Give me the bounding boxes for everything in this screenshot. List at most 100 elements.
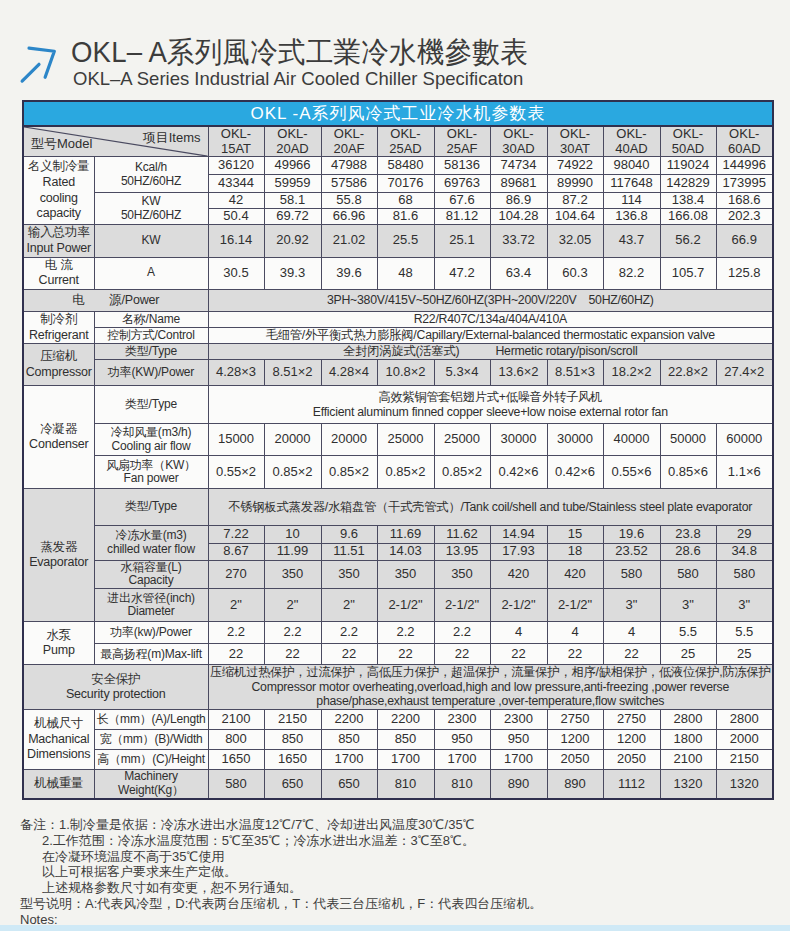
spec-value: 2750 bbox=[547, 710, 603, 730]
row-item: 类型/Type bbox=[94, 344, 208, 360]
row-category: 安全保护Security protection bbox=[23, 665, 208, 710]
note-line: 以上可根据客户要求来生产定做。 bbox=[20, 864, 542, 880]
spec-value: 117648 bbox=[603, 175, 660, 193]
spec-value: 650 bbox=[264, 770, 321, 799]
spec-value: 580 bbox=[660, 560, 716, 589]
spec-value: 20.92 bbox=[264, 225, 321, 257]
spec-value: 74734 bbox=[490, 157, 547, 175]
spec-value: 2.2 bbox=[321, 622, 377, 644]
model-header: OKL-15AT bbox=[208, 126, 264, 157]
spec-value: 2100 bbox=[208, 710, 264, 730]
spec-value: 2050 bbox=[547, 750, 603, 770]
spec-value: 25000 bbox=[434, 424, 490, 456]
spec-value: 50000 bbox=[660, 424, 716, 456]
spec-value: 28.6 bbox=[660, 543, 716, 560]
spec-value: 36120 bbox=[208, 157, 264, 175]
corner-items-label: 项目Items bbox=[143, 131, 201, 146]
spec-value: 2-1/2" bbox=[490, 589, 547, 622]
corner-header: 型号Model 项目Items bbox=[23, 126, 208, 157]
spec-value: 2-1/2" bbox=[547, 589, 603, 622]
spec-value: 2.2 bbox=[377, 622, 434, 644]
spec-value: 8.51×3 bbox=[547, 360, 603, 386]
spec-value: 22 bbox=[547, 644, 603, 665]
spec-value: 39.6 bbox=[321, 257, 377, 289]
arrow-up-right-icon bbox=[16, 37, 62, 87]
spec-value: 8.51×2 bbox=[264, 360, 321, 386]
row-item: KW bbox=[94, 225, 208, 257]
spec-value: 25 bbox=[716, 644, 773, 665]
spec-value: 810 bbox=[434, 770, 490, 799]
table-caption: OKL -A系列风冷式工业冷水机参数表 bbox=[23, 101, 773, 126]
spec-value-merged: R22/R407C/134a/404A/410A bbox=[208, 311, 773, 327]
spec-value: 42 bbox=[208, 193, 264, 209]
spec-value: 15 bbox=[547, 525, 603, 543]
spec-value: 81.6 bbox=[377, 209, 434, 225]
spec-value: 950 bbox=[490, 730, 547, 750]
spec-value: 39.3 bbox=[264, 257, 321, 289]
model-header: OKL-50AD bbox=[660, 126, 716, 157]
spec-value: 142829 bbox=[660, 175, 716, 193]
note-line: 2.工作范围：冷冻水温度范围：5℃至35℃；冷冻水进出水温差：3℃至8℃。 bbox=[20, 833, 542, 849]
spec-value: 144996 bbox=[716, 157, 773, 175]
spec-value: 1320 bbox=[660, 770, 716, 799]
row-item: 类型/Type bbox=[94, 489, 208, 525]
spec-value-merged: 不锈钢板式蒸发器/水箱盘管（干式壳管式）/Tank coil/shell and… bbox=[208, 489, 773, 525]
spec-value: 22 bbox=[264, 644, 321, 665]
spec-value: 69.72 bbox=[264, 209, 321, 225]
spec-value: 2" bbox=[208, 589, 264, 622]
spec-value: 57586 bbox=[321, 175, 377, 193]
model-header: OKL-30AD bbox=[490, 126, 547, 157]
spec-value: 63.4 bbox=[490, 257, 547, 289]
spec-value: 1700 bbox=[490, 750, 547, 770]
spec-value: 11.62 bbox=[434, 525, 490, 543]
row-item: Kcal/h50HZ/60HZ bbox=[94, 157, 208, 193]
row-item: 名称/Name bbox=[94, 311, 208, 327]
spec-value: 1650 bbox=[264, 750, 321, 770]
spec-value: 5.5 bbox=[716, 622, 773, 644]
row-item: 高（mm）(C)/Height bbox=[94, 750, 208, 770]
spec-value: 2300 bbox=[434, 710, 490, 730]
spec-value: 11.69 bbox=[377, 525, 434, 543]
spec-value: 1.1×6 bbox=[716, 456, 773, 489]
spec-value: 890 bbox=[490, 770, 547, 799]
spec-value: 1112 bbox=[603, 770, 660, 799]
spec-value: 22.8×2 bbox=[660, 360, 716, 386]
spec-value: 420 bbox=[547, 560, 603, 589]
spec-value: 23.52 bbox=[603, 543, 660, 560]
row-item: 功率(kw)/Power bbox=[94, 622, 208, 644]
spec-value: 47988 bbox=[321, 157, 377, 175]
model-header: OKL-40AD bbox=[603, 126, 660, 157]
row-category: 输入总功率Input Power bbox=[23, 225, 94, 257]
row-item: 水箱容量(L)Capacity bbox=[94, 560, 208, 589]
spec-value: 890 bbox=[547, 770, 603, 799]
spec-value: 48 bbox=[377, 257, 434, 289]
spec-value: 0.85×2 bbox=[377, 456, 434, 489]
spec-value: 22 bbox=[490, 644, 547, 665]
spec-value: 13.95 bbox=[434, 543, 490, 560]
spec-value: 43.7 bbox=[603, 225, 660, 257]
spec-value: 2.2 bbox=[264, 622, 321, 644]
spec-value: 58.1 bbox=[264, 193, 321, 209]
row-item: A bbox=[94, 257, 208, 289]
row-category: 机械尺寸MachanicalDimensions bbox=[23, 710, 94, 770]
spec-value: 22 bbox=[434, 644, 490, 665]
spec-value: 350 bbox=[321, 560, 377, 589]
spec-table-container: OKL -A系列风冷式工业冷水机参数表型号Model 项目Items OKL-15A… bbox=[22, 100, 774, 800]
spec-value: 350 bbox=[377, 560, 434, 589]
spec-value: 0.85×2 bbox=[434, 456, 490, 489]
spec-value: 55.8 bbox=[321, 193, 377, 209]
page-header: OKL– A系列風冷式工業冷水機參數表 OKL–A Series Industr… bbox=[0, 33, 790, 95]
model-header: OKL-25AD bbox=[377, 126, 434, 157]
spec-value: 2800 bbox=[660, 710, 716, 730]
spec-value: 136.8 bbox=[603, 209, 660, 225]
model-header: OKL-25AF bbox=[434, 126, 490, 157]
corner-model-label: 型号Model bbox=[31, 137, 92, 152]
spec-value: 25000 bbox=[377, 424, 434, 456]
note-line: 在冷凝环境温度不高于35℃使用 bbox=[20, 849, 542, 865]
spec-value: 1800 bbox=[660, 730, 716, 750]
spec-value: 87.2 bbox=[547, 193, 603, 209]
spec-value: 7.22 bbox=[208, 525, 264, 543]
spec-value: 60.3 bbox=[547, 257, 603, 289]
spec-value: 0.85×6 bbox=[660, 456, 716, 489]
spec-value: 43344 bbox=[208, 175, 264, 193]
